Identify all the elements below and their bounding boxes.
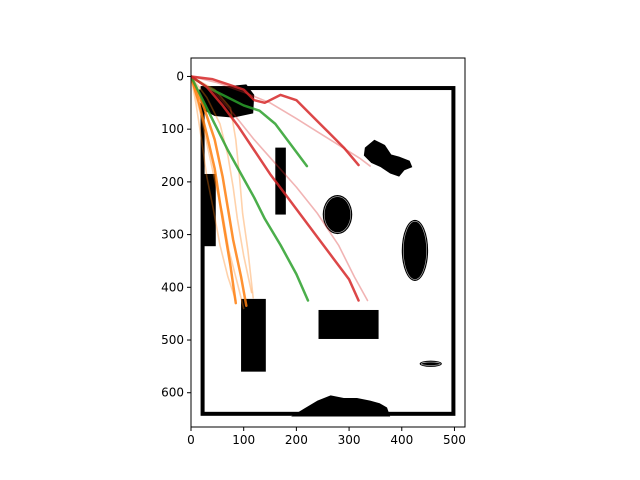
trajectory-orange-5 bbox=[191, 75, 245, 310]
axes-frame bbox=[190, 57, 466, 428]
map-boundary bbox=[200, 86, 456, 416]
x-tick-label-2: 200 bbox=[285, 433, 308, 447]
obstacle-rect-0 bbox=[275, 147, 286, 215]
obstacle-ellipse-1 bbox=[401, 219, 429, 281]
obstacle-ellipse-2 bbox=[419, 360, 442, 367]
y-tick-label-5: 500 bbox=[161, 333, 184, 347]
trajectory-red-11 bbox=[191, 75, 369, 302]
trajectory-orange-1 bbox=[191, 75, 248, 308]
y-axis: 0 100 200 300 400 500 600 bbox=[161, 69, 191, 400]
obstacle-blob-2 bbox=[291, 395, 391, 417]
obstacle-rect-1 bbox=[241, 298, 266, 372]
y-tick-label-4: 400 bbox=[161, 280, 184, 294]
x-tick-label-3: 300 bbox=[338, 433, 361, 447]
obstacle-ellipse-0 bbox=[322, 195, 353, 235]
y-tick-label-6: 600 bbox=[161, 386, 184, 400]
trajectory-red-9 bbox=[191, 75, 360, 302]
x-tick-label-1: 100 bbox=[232, 433, 255, 447]
y-tick-label-1: 100 bbox=[161, 122, 184, 136]
obstacle-ellipse-ring-0 bbox=[323, 196, 352, 233]
trajectory-red-10 bbox=[191, 75, 371, 167]
obstacle-rect-2 bbox=[318, 309, 379, 339]
plot-content bbox=[191, 75, 456, 417]
trajectory-orange-0 bbox=[191, 75, 238, 305]
trajectory-orange-3 bbox=[191, 75, 253, 294]
y-tick-label-0: 0 bbox=[176, 69, 184, 83]
x-tick-label-4: 400 bbox=[390, 433, 413, 447]
obstacle-ellipse-ring-1 bbox=[402, 221, 427, 280]
trajectory-orange-2 bbox=[191, 75, 237, 302]
x-tick-label-5: 500 bbox=[443, 433, 466, 447]
obstacle-blob-1 bbox=[363, 139, 413, 177]
trajectory-green-7 bbox=[191, 75, 310, 302]
y-tick-label-3: 300 bbox=[161, 228, 184, 242]
obstacle-rect-3 bbox=[201, 173, 216, 247]
x-tick-label-0: 0 bbox=[187, 433, 195, 447]
x-axis: 0 100 200 300 400 500 bbox=[187, 427, 466, 447]
y-tick-label-2: 200 bbox=[161, 175, 184, 189]
plot-area bbox=[190, 57, 466, 428]
trajectory-red-8 bbox=[191, 75, 360, 167]
obstacle-ellipse-ring-2 bbox=[420, 361, 441, 366]
